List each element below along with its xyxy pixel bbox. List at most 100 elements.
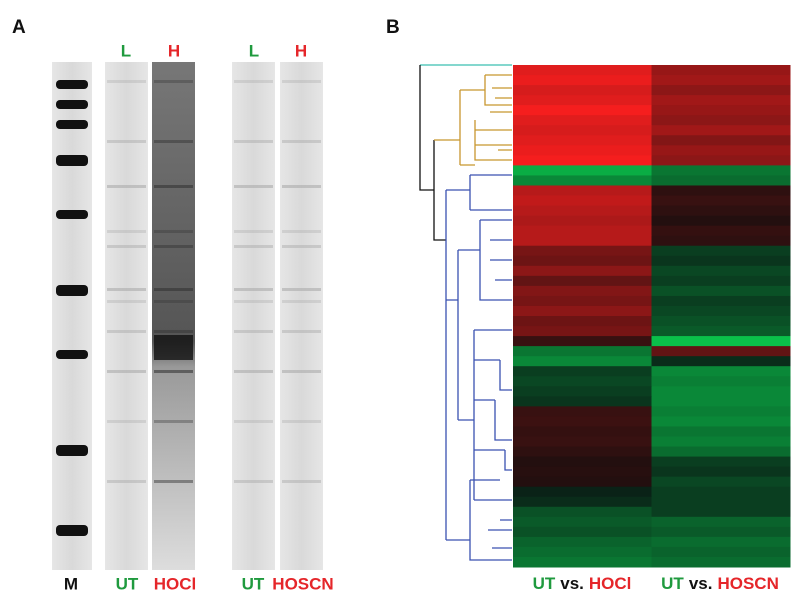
heatmap-cell — [651, 255, 791, 267]
gel-band — [154, 230, 193, 233]
heatmap-cell — [513, 546, 652, 558]
gel-band — [234, 185, 273, 188]
gel-band — [234, 300, 273, 303]
heatmap-cell — [651, 225, 791, 237]
gel-band — [107, 288, 146, 291]
heatmap-cell — [513, 466, 652, 478]
heatmap-cell — [513, 165, 652, 176]
heatmap-cell — [651, 316, 791, 327]
heatmap-cell — [651, 125, 791, 136]
heatmap-cell — [513, 225, 652, 237]
heatmap-cell — [513, 195, 652, 207]
heatmap-cell — [513, 245, 652, 257]
heatmap-cell — [513, 75, 652, 86]
marker-band — [56, 210, 88, 219]
heatmap-cell — [651, 486, 791, 498]
heatmap-cell — [651, 85, 791, 96]
marker-band — [56, 525, 88, 536]
lane-label: L — [121, 41, 131, 60]
heatmap-cell — [513, 135, 652, 146]
heatmap-cell — [651, 285, 791, 297]
heatmap-cell — [513, 406, 652, 417]
lane-label: UT — [116, 574, 139, 593]
heatmap-cell — [651, 356, 791, 367]
gel-band — [282, 370, 321, 373]
heatmap-cell — [651, 155, 791, 166]
heatmap-cell — [651, 446, 791, 458]
lane-label: M — [64, 574, 78, 593]
heatmap-cell — [651, 185, 791, 197]
heatmap-cell — [651, 406, 791, 417]
gel-band — [107, 300, 146, 303]
heatmap-cell — [513, 366, 652, 377]
gel-band — [282, 185, 321, 188]
marker-band — [56, 100, 88, 109]
gel-band — [107, 245, 146, 248]
heatmap-cell — [513, 85, 652, 96]
gel-band — [234, 245, 273, 248]
heatmap-cell — [651, 386, 791, 397]
heatmap-cell — [651, 526, 791, 538]
heatmap-cell — [651, 336, 791, 347]
heatmap-cell — [651, 165, 791, 176]
column-label-part: vs. — [560, 574, 584, 593]
heatmap-cell — [651, 476, 791, 488]
gel-band — [154, 245, 193, 248]
heatmap-cell — [513, 265, 652, 277]
heatmap-cell — [513, 285, 652, 297]
heatmap-cell — [651, 205, 791, 217]
gel-band — [154, 288, 193, 291]
heatmap-cell — [513, 426, 652, 437]
heatmap-cell — [513, 316, 652, 327]
gel-band — [234, 230, 273, 233]
marker-band — [56, 155, 88, 166]
gel-band — [107, 420, 146, 423]
heatmap-cell — [651, 326, 791, 337]
heatmap-cell — [513, 386, 652, 397]
marker-band — [56, 350, 88, 359]
heatmap-cell — [513, 185, 652, 197]
column-label: UT vs. HOSCN — [661, 574, 779, 593]
heatmap-cell — [513, 456, 652, 468]
heatmap-cell — [513, 486, 652, 498]
column-label-part: HOSCN — [717, 574, 778, 593]
gel-lane — [52, 62, 92, 570]
heatmap-cell — [513, 205, 652, 217]
heatmap-cell — [651, 466, 791, 478]
lane-label: HOSCN — [272, 574, 333, 593]
heatmap-cell — [513, 506, 652, 518]
heatmap-cell — [651, 456, 791, 468]
gel-band — [107, 330, 146, 333]
heatmap-cell — [651, 556, 791, 568]
heatmap-cell — [651, 75, 791, 86]
column-label: UT vs. HOCl — [533, 574, 632, 593]
marker-band — [56, 445, 88, 456]
heatmap-cell — [513, 516, 652, 528]
gel-band — [282, 420, 321, 423]
column-label-part: HOCl — [589, 574, 632, 593]
marker-band — [56, 120, 88, 129]
gel-band — [234, 420, 273, 423]
gel-band — [154, 335, 193, 360]
heatmap-cell — [651, 546, 791, 558]
gel-lane — [152, 62, 195, 570]
heatmap-cell — [651, 506, 791, 518]
heatmap-cell — [513, 155, 652, 166]
heatmap-cell — [513, 115, 652, 126]
gel-band — [282, 288, 321, 291]
heatmap-cell — [513, 105, 652, 116]
gel-band — [154, 330, 193, 333]
heatmap-cell — [651, 295, 791, 307]
heatmap-cell — [513, 376, 652, 387]
heatmap-cell — [651, 135, 791, 146]
gel-band — [282, 230, 321, 233]
heatmap-cell — [651, 245, 791, 257]
gel-band — [282, 245, 321, 248]
gel-band — [154, 370, 193, 373]
heatmap-cell — [651, 426, 791, 437]
heatmap-cell — [651, 396, 791, 407]
heatmap-cell — [651, 366, 791, 377]
gel-lane — [105, 62, 148, 570]
heatmap-cell — [651, 436, 791, 448]
